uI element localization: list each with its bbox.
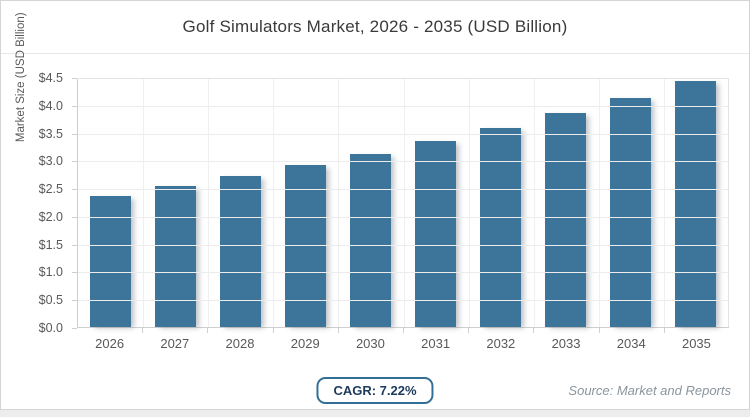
chart-header: Golf Simulators Market, 2026 - 2035 (USD… xyxy=(1,1,749,54)
bar-cell xyxy=(143,79,208,327)
y-tick-label: $4.5 xyxy=(38,71,63,85)
x-tick-mark xyxy=(533,328,535,333)
y-tick-mark xyxy=(72,244,77,246)
y-tick-label: $0.0 xyxy=(38,321,63,335)
h-gridline xyxy=(78,244,728,246)
v-gridline xyxy=(533,79,535,327)
h-gridline xyxy=(78,105,728,107)
h-gridline xyxy=(78,133,728,135)
v-gridline xyxy=(664,79,666,327)
x-tick-label: 2033 xyxy=(551,336,581,351)
x-tick-mark xyxy=(598,328,600,333)
y-tick-mark xyxy=(72,133,77,135)
h-gridline xyxy=(78,189,728,191)
bar-2034 xyxy=(610,98,651,327)
bar-2032 xyxy=(480,128,521,327)
y-tick-label: $1.5 xyxy=(38,237,63,252)
bars-container xyxy=(78,79,728,327)
y-axis-line xyxy=(77,79,78,327)
x-tick-mark xyxy=(142,328,144,333)
y-tick-mark xyxy=(72,300,77,302)
v-gridline xyxy=(338,79,340,327)
cagr-badge: CAGR: 7.22% xyxy=(316,377,434,404)
bar-2026 xyxy=(90,195,131,327)
bar-cell xyxy=(403,79,468,327)
x-tick-label: 2032 xyxy=(486,336,516,351)
v-gridline xyxy=(468,79,470,327)
bar-cell xyxy=(663,79,728,327)
x-tick-label: 2028 xyxy=(225,336,255,351)
y-tick-label: $0.5 xyxy=(38,293,63,308)
x-tick-label: 2031 xyxy=(421,336,451,351)
bar-2028 xyxy=(220,176,261,327)
y-tick-mark xyxy=(72,78,77,79)
h-gridline xyxy=(78,161,728,163)
x-tick-mark xyxy=(403,328,404,333)
bar-2027 xyxy=(155,186,196,327)
bar-cell xyxy=(468,79,533,327)
bar-2030 xyxy=(350,153,391,327)
bar-cell xyxy=(78,79,143,327)
x-tick-mark xyxy=(207,328,209,333)
x-tick-label: 2029 xyxy=(290,336,320,351)
x-tick-label: 2034 xyxy=(616,336,646,351)
bar-cell xyxy=(338,79,403,327)
y-tick-mark xyxy=(72,161,77,163)
v-gridline xyxy=(403,79,405,327)
y-tick-mark xyxy=(72,328,77,329)
chart-footer: CAGR: 7.22% Source: Market and Reports xyxy=(1,369,749,411)
y-tick-mark xyxy=(72,189,77,191)
y-tick-label: $3.0 xyxy=(38,154,63,169)
h-gridline xyxy=(78,216,728,218)
bar-2031 xyxy=(415,141,456,327)
x-tick-label: 2030 xyxy=(355,336,385,351)
y-tick-label: $3.5 xyxy=(38,126,63,141)
x-axis-labels: 2026 2027 2028 2029 2030 2031 2032 2033 2034 2035 xyxy=(77,336,729,351)
x-axis-line xyxy=(77,327,729,328)
y-tick-label: $1.0 xyxy=(38,265,63,280)
v-gridline xyxy=(599,79,601,327)
source-note: Source: Market and Reports xyxy=(568,383,731,398)
y-tick-mark xyxy=(72,105,77,107)
bar-2029 xyxy=(285,165,326,327)
v-gridline xyxy=(273,79,275,327)
y-tick-mark xyxy=(72,272,77,274)
x-tick-mark xyxy=(468,328,470,333)
bar-2035 xyxy=(675,81,716,327)
v-gridline xyxy=(207,79,209,327)
y-tick-label: $2.0 xyxy=(38,209,63,224)
h-gridline xyxy=(78,300,728,302)
h-gridline xyxy=(78,272,728,274)
x-tick-mark xyxy=(663,328,665,333)
y-tick-mark xyxy=(72,216,77,218)
y-tick-label: $4.0 xyxy=(38,98,63,113)
x-tick-label: 2027 xyxy=(160,336,190,351)
x-tick-mark xyxy=(337,328,339,333)
v-gridline xyxy=(142,79,144,327)
chart-title: Golf Simulators Market, 2026 - 2035 (USD… xyxy=(182,17,568,36)
bar-cell xyxy=(273,79,338,327)
x-tick-label: 2035 xyxy=(681,336,711,351)
plot-area xyxy=(77,78,729,328)
x-tick-label: 2026 xyxy=(95,336,125,351)
bar-cell xyxy=(533,79,598,327)
y-tick-label: $2.5 xyxy=(38,182,63,197)
x-tick-mark xyxy=(272,328,274,333)
bar-cell xyxy=(598,79,663,327)
bar-cell xyxy=(208,79,273,327)
bar-2033 xyxy=(545,113,586,327)
